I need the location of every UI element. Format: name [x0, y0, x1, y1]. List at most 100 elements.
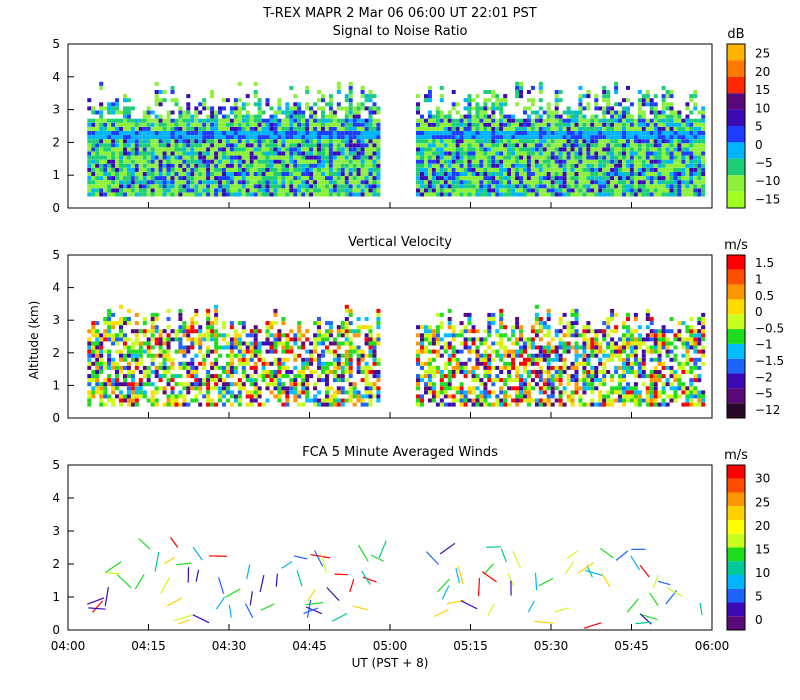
- heatmap-cell: [210, 349, 215, 354]
- heatmap-cell: [443, 192, 448, 197]
- heatmap-cell: [673, 184, 678, 189]
- heatmap-cell: [206, 143, 211, 148]
- heatmap-cell: [178, 390, 183, 395]
- heatmap-cell: [146, 398, 151, 403]
- heatmap-cell: [633, 180, 638, 185]
- heatmap-cell: [586, 90, 591, 94]
- heatmap-cell: [340, 172, 345, 176]
- heatmap-cell: [233, 394, 238, 399]
- heatmap-cell: [693, 135, 698, 140]
- heatmap-cell: [277, 370, 282, 374]
- heatmap-cell: [277, 126, 282, 131]
- heatmap-cell: [495, 147, 500, 152]
- heatmap-cell: [590, 176, 595, 181]
- heatmap-cell: [170, 135, 175, 140]
- heatmap-cell: [530, 98, 535, 103]
- heatmap-cell: [210, 114, 215, 119]
- heatmap-cell: [293, 159, 298, 164]
- heatmap-cell: [162, 184, 167, 189]
- heatmap-cell: [677, 159, 682, 164]
- heatmap-cell: [614, 131, 619, 135]
- heatmap-cell: [479, 126, 484, 131]
- heatmap-cell: [170, 394, 175, 399]
- heatmap-cell: [285, 131, 290, 135]
- heatmap-cell: [119, 163, 123, 168]
- heatmap-cell: [340, 139, 345, 144]
- heatmap-cell: [586, 139, 591, 144]
- heatmap-cell: [99, 122, 104, 127]
- heatmap-cell: [451, 184, 456, 189]
- heatmap-cell: [229, 143, 234, 148]
- heatmap-cell: [134, 184, 139, 189]
- heatmap-cell: [360, 365, 365, 370]
- heatmap-cell: [578, 188, 583, 193]
- heatmap-cell: [170, 151, 175, 156]
- heatmap-cell: [606, 155, 611, 160]
- heatmap-cell: [546, 370, 551, 374]
- heatmap-cell: [594, 122, 599, 127]
- heatmap-cell: [99, 382, 104, 387]
- heatmap-cell: [336, 139, 341, 144]
- heatmap-cell: [459, 135, 464, 140]
- heatmap-cell: [332, 394, 337, 399]
- heatmap-cell: [214, 317, 219, 321]
- heatmap-cell: [194, 341, 199, 346]
- heatmap-cell: [427, 118, 432, 123]
- heatmap-cell: [305, 135, 310, 140]
- heatmap-cell: [459, 188, 464, 193]
- heatmap-cell: [542, 349, 547, 354]
- heatmap-cell: [471, 337, 476, 342]
- heatmap-cell: [641, 94, 646, 99]
- heatmap-cell: [150, 143, 155, 148]
- heatmap-cell: [598, 126, 603, 131]
- heatmap-cell: [459, 143, 464, 148]
- heatmap-cell: [146, 135, 151, 140]
- heatmap-cell: [158, 349, 163, 354]
- heatmap-cell: [95, 386, 100, 391]
- heatmap-cell: [499, 147, 504, 152]
- heatmap-cell: [119, 394, 123, 399]
- heatmap-cell: [626, 192, 630, 197]
- heatmap-cell: [218, 139, 222, 144]
- heatmap-cell: [431, 114, 436, 119]
- heatmap-cell: [681, 151, 686, 156]
- heatmap-cell: [364, 147, 369, 152]
- heatmap-cell: [174, 118, 179, 123]
- heatmap-cell: [424, 151, 428, 156]
- heatmap-cell: [158, 176, 163, 181]
- heatmap-cell: [202, 139, 207, 144]
- heatmap-cell: [123, 155, 127, 160]
- heatmap-cell: [253, 325, 258, 330]
- heatmap-cell: [637, 90, 642, 94]
- heatmap-cell: [574, 167, 579, 172]
- heatmap-cell: [313, 102, 318, 107]
- heatmap-cell: [641, 102, 646, 107]
- heatmap-cell: [519, 143, 523, 148]
- heatmap-cell: [332, 390, 337, 395]
- heatmap-cell: [594, 163, 599, 168]
- heatmap-cell: [87, 122, 92, 127]
- heatmap-cell: [166, 151, 171, 156]
- heatmap-cell: [123, 192, 127, 197]
- heatmap-cell: [186, 325, 191, 330]
- heatmap-cell: [241, 349, 246, 354]
- heatmap-cell: [202, 155, 207, 160]
- heatmap-cell: [336, 85, 341, 90]
- heatmap-cell: [313, 155, 318, 160]
- heatmap-cell: [182, 126, 187, 131]
- heatmap-cell: [447, 114, 452, 119]
- heatmap-cell: [281, 126, 286, 131]
- heatmap-cell: [309, 180, 314, 185]
- heatmap-cell: [190, 325, 195, 330]
- heatmap-cell: [237, 163, 242, 168]
- heatmap-cell: [546, 106, 551, 111]
- heatmap-cell: [186, 102, 191, 107]
- heatmap-cell: [218, 155, 222, 160]
- heatmap-cell: [364, 126, 369, 131]
- heatmap-cell: [107, 159, 112, 164]
- heatmap-cell: [253, 398, 258, 403]
- heatmap-cell: [249, 192, 254, 197]
- heatmap-cell: [523, 131, 527, 135]
- heatmap-cell: [218, 353, 222, 358]
